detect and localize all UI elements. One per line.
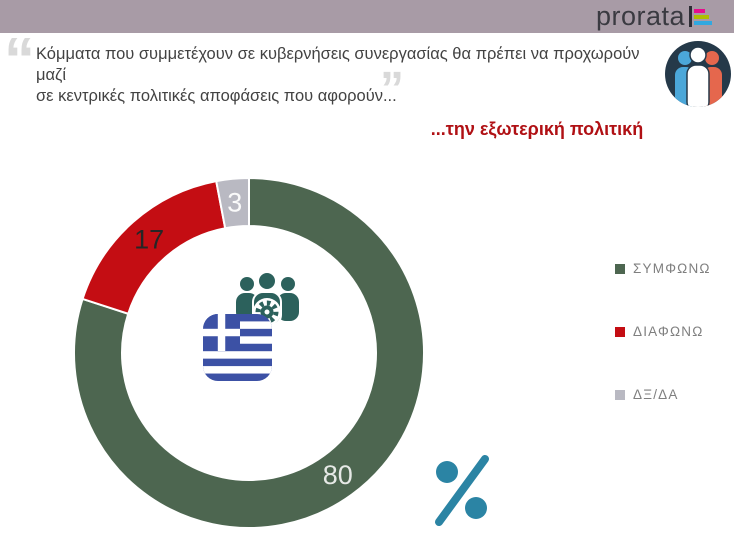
logo-bar-green <box>694 14 709 19</box>
prorata-logo: prorata <box>596 3 712 30</box>
donut-segment-1 <box>73 176 426 529</box>
legend-label-disagree: ΔΙΑΦΩΝΩ <box>633 324 704 339</box>
prorata-logo-text: prorata <box>595 1 685 31</box>
chart-legend: ΣΥΜΦΩΝΩ ΔΙΑΦΩΝΩ ΔΞ/ΔΑ <box>615 261 711 402</box>
logo-bar-blue <box>694 20 712 25</box>
donut-value-label-3: 3 <box>227 188 242 218</box>
center-emblem <box>203 271 299 381</box>
people-badge-icon <box>665 41 731 107</box>
top-bar: prorata <box>0 0 734 33</box>
legend-label-agree: ΣΥΜΦΩΝΩ <box>633 261 711 276</box>
chart-title: ...την εξωτερική πολιτική <box>430 119 644 139</box>
donut-value-label-1: 80 <box>323 460 353 490</box>
legend-label-dontknow: ΔΞ/ΔΑ <box>633 387 679 402</box>
donut-segment-3 <box>215 176 250 230</box>
close-quote-icon: ” <box>380 63 404 116</box>
logo-bars <box>694 8 712 25</box>
prorata-logo-barchart-icon <box>689 6 712 27</box>
survey-question: Κόμματα που συμμετέχουν σε κυβερνήσεις σ… <box>36 44 666 107</box>
donut-value-label-2: 17 <box>134 225 164 255</box>
legend-item-agree: ΣΥΜΦΩΝΩ <box>615 261 711 276</box>
legend-swatch-disagree <box>615 326 625 337</box>
survey-question-line1: Κόμματα που συμμετέχουν σε κυβερνήσεις σ… <box>36 45 640 84</box>
donut-segments: 80 17 3 <box>73 176 426 529</box>
logo-axis-bar <box>689 6 692 27</box>
legend-item-dontknow: ΔΞ/ΔΑ <box>615 387 711 402</box>
greece-flag-icon <box>203 314 272 381</box>
open-quote-icon: “ <box>4 26 35 95</box>
logo-bar-pink <box>694 8 705 13</box>
legend-item-disagree: ΔΙΑΦΩΝΩ <box>615 324 711 339</box>
legend-swatch-agree <box>615 263 625 274</box>
legend-swatch-dontknow <box>615 389 625 400</box>
survey-question-line2: σε κεντρικές πολιτικές αποφάσεις που αφο… <box>36 87 397 105</box>
percent-icon <box>435 455 489 526</box>
